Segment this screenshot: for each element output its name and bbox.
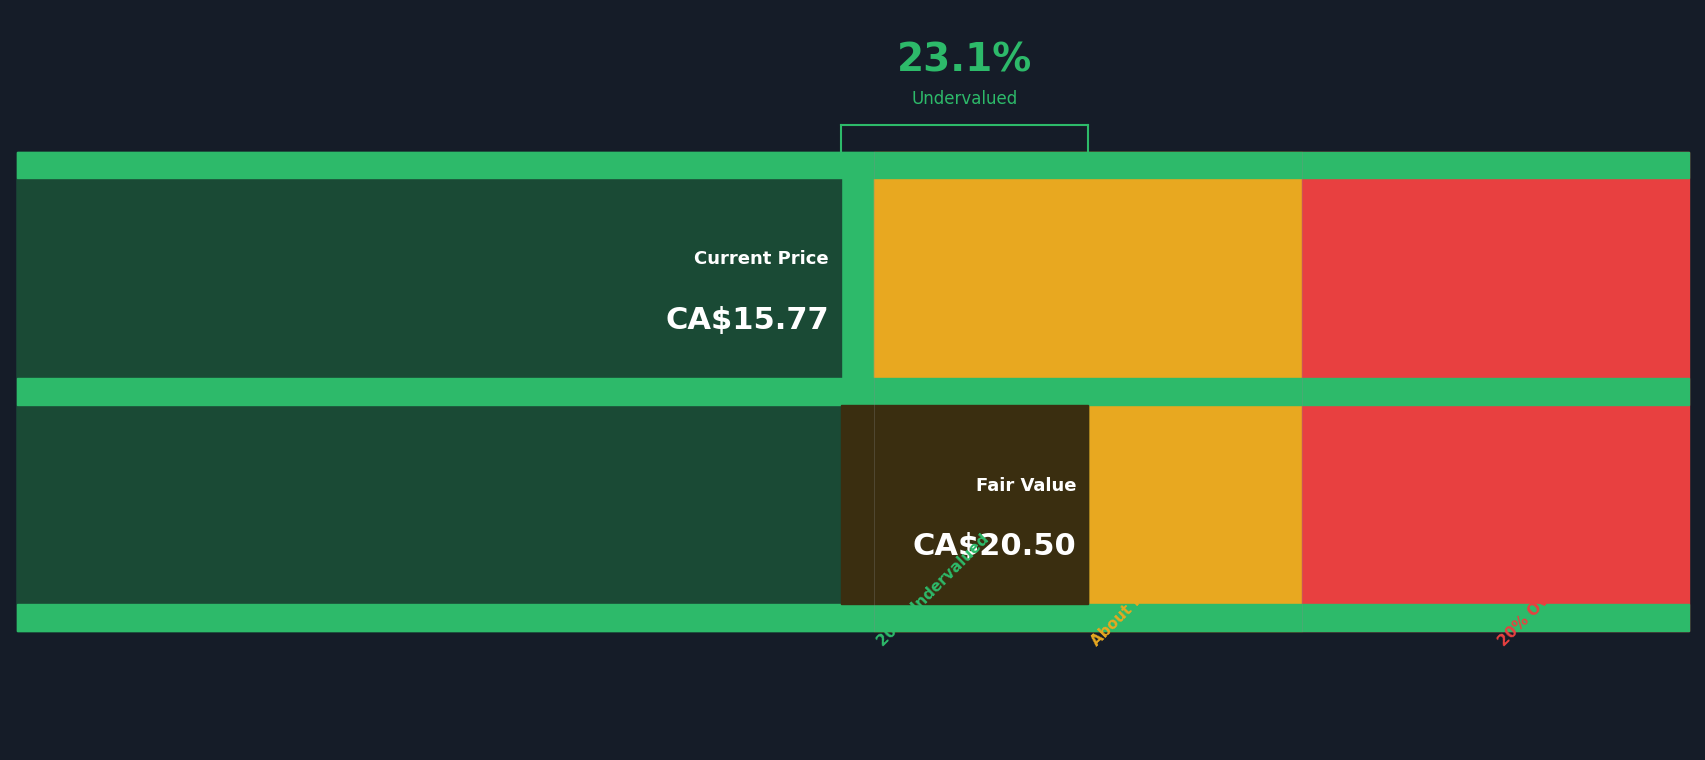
Bar bbox=[1301, 152, 1688, 631]
Text: 20% Undervalued: 20% Undervalued bbox=[875, 531, 991, 649]
Text: 20% Overvalued: 20% Overvalued bbox=[1495, 540, 1604, 649]
Text: About Right: About Right bbox=[1088, 566, 1171, 649]
Bar bbox=[17, 404, 1088, 604]
Text: 23.1%: 23.1% bbox=[897, 42, 1032, 80]
Text: Current Price: Current Price bbox=[694, 250, 829, 268]
Bar bbox=[17, 604, 1688, 631]
Bar bbox=[17, 378, 1688, 404]
Bar bbox=[841, 404, 1088, 604]
Text: CA$15.77: CA$15.77 bbox=[665, 306, 829, 334]
Bar bbox=[17, 179, 841, 378]
Text: Fair Value: Fair Value bbox=[975, 477, 1076, 495]
Text: Undervalued: Undervalued bbox=[910, 90, 1018, 108]
Bar bbox=[875, 152, 1301, 631]
Text: CA$20.50: CA$20.50 bbox=[912, 532, 1076, 561]
Bar bbox=[17, 152, 1688, 179]
Bar bbox=[17, 152, 875, 631]
